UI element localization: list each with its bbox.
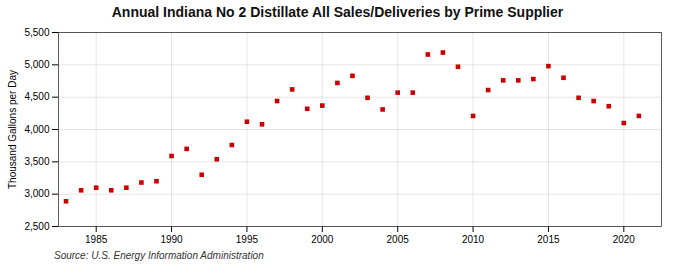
- svg-text:3,500: 3,500: [24, 156, 49, 167]
- html-text:Annual Indiana No 2 Distillate: Annual Indiana No 2 Distillate All Sales…: [111, 4, 564, 20]
- html-text:Source: U.S. Energy Informatio: Source: U.S. Energy Information Administ…: [54, 250, 264, 261]
- svg-text:2010: 2010: [462, 234, 485, 245]
- svg-text:1995: 1995: [236, 234, 259, 245]
- svg-text:5,000: 5,000: [24, 59, 49, 70]
- svg-text:4,500: 4,500: [24, 91, 49, 102]
- svg-text:2005: 2005: [387, 234, 410, 245]
- svg-text:1985: 1985: [85, 234, 108, 245]
- svg-text:1990: 1990: [160, 234, 183, 245]
- svg-text:Thousand Gallons per Day: Thousand Gallons per Day: [7, 70, 18, 189]
- svg-text:3,000: 3,000: [24, 188, 49, 199]
- svg-text:5,500: 5,500: [24, 27, 49, 38]
- svg-text:2020: 2020: [613, 234, 636, 245]
- svg-text:2000: 2000: [311, 234, 334, 245]
- svg-text:4,000: 4,000: [24, 124, 49, 135]
- svg-text:2015: 2015: [537, 234, 560, 245]
- svg-text:2,500: 2,500: [24, 221, 49, 232]
